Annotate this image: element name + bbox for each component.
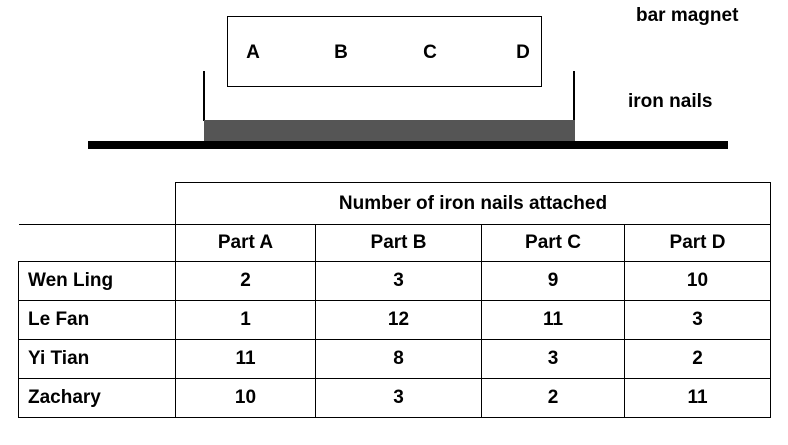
ground-line (88, 141, 728, 149)
row-name: Le Fan (18, 300, 176, 340)
row-name: Yi Tian (18, 339, 176, 379)
table-row: Wen Ling 2 3 9 10 (18, 261, 771, 301)
row-name: Wen Ling (18, 261, 176, 301)
cell-value: 11 (624, 378, 771, 418)
magnet-part-a-label: A (246, 42, 260, 63)
left-nail (203, 71, 205, 121)
results-table: Number of iron nails attached Part A Par… (18, 182, 771, 418)
table-header-row: Number of iron nails attached (18, 182, 771, 225)
magnet-part-c-label: C (423, 42, 437, 63)
magnet-diagram: A B C D bar magnet iron nails (0, 0, 788, 160)
table-row: Le Fan 1 12 11 3 (18, 300, 771, 340)
cell-value: 9 (481, 261, 625, 301)
column-header-part-a: Part A (175, 224, 316, 262)
bar-magnet-label: bar magnet (636, 5, 739, 26)
cell-value: 10 (175, 378, 316, 418)
table-corner-cell (18, 182, 176, 225)
cell-value: 3 (315, 261, 482, 301)
table-row: Zachary 10 3 2 11 (18, 378, 771, 418)
right-nail (573, 71, 575, 121)
bar-magnet (227, 16, 542, 87)
cell-value: 3 (481, 339, 625, 379)
column-header-part-b: Part B (315, 224, 482, 262)
table-corner-cell (18, 224, 176, 262)
table-row: Yi Tian 11 8 3 2 (18, 339, 771, 379)
wooden-block (204, 120, 575, 142)
column-header-part-d: Part D (624, 224, 771, 262)
cell-value: 8 (315, 339, 482, 379)
cell-value: 12 (315, 300, 482, 340)
cell-value: 3 (624, 300, 771, 340)
magnet-part-d-label: D (516, 42, 530, 63)
row-name: Zachary (18, 378, 176, 418)
cell-value: 2 (624, 339, 771, 379)
column-header-part-c: Part C (481, 224, 625, 262)
cell-value: 10 (624, 261, 771, 301)
magnet-part-b-label: B (334, 42, 348, 63)
cell-value: 1 (175, 300, 316, 340)
cell-value: 11 (481, 300, 625, 340)
cell-value: 3 (315, 378, 482, 418)
iron-nails-label: iron nails (628, 91, 713, 112)
group-header: Number of iron nails attached (175, 182, 771, 225)
cell-value: 2 (481, 378, 625, 418)
cell-value: 2 (175, 261, 316, 301)
cell-value: 11 (175, 339, 316, 379)
column-header-row: Part A Part B Part C Part D (18, 224, 771, 262)
